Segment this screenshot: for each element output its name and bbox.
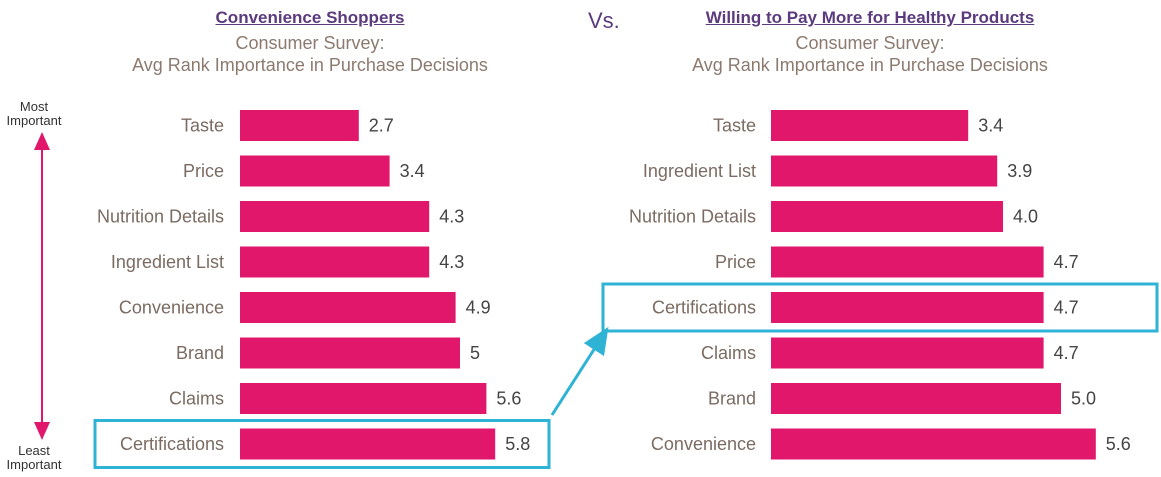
- highlight-connector-arrow: [550, 326, 609, 416]
- right-value-label-0: 3.4: [978, 116, 1003, 136]
- left-chart-subtitle: Avg Rank Importance in Purchase Decision…: [132, 55, 488, 75]
- left-value-label-6: 5.6: [496, 389, 521, 409]
- left-chart-header: Convenience Shoppers Consumer Survey: Av…: [70, 8, 550, 76]
- left-bar-4: [240, 292, 456, 323]
- right-chart-header: Willing to Pay More for Healthy Products…: [620, 8, 1120, 76]
- right-value-label-6: 5.0: [1071, 389, 1096, 409]
- left-category-label-0: Taste: [181, 116, 224, 136]
- left-category-label-4: Convenience: [119, 298, 224, 318]
- right-value-label-4: 4.7: [1054, 298, 1079, 318]
- vs-label: Vs.: [588, 8, 620, 33]
- left-bar-6: [240, 383, 487, 414]
- right-category-label-7: Convenience: [651, 434, 756, 454]
- right-category-label-5: Claims: [701, 343, 756, 363]
- left-value-label-5: 5: [470, 343, 480, 363]
- right-bar-3: [771, 246, 1044, 278]
- right-chart-subtitle: Avg Rank Importance in Purchase Decision…: [692, 55, 1048, 75]
- right-bar-6: [771, 383, 1061, 414]
- left-bar-5: [240, 337, 460, 369]
- right-bar-7: [771, 428, 1096, 460]
- left-category-label-5: Brand: [176, 343, 224, 363]
- right-category-label-3: Price: [715, 252, 756, 272]
- left-bar-7: [240, 428, 496, 460]
- left-value-label-7: 5.8: [505, 434, 530, 454]
- left-bar-0: [240, 110, 359, 141]
- left-chart-header-title: Convenience Shoppers: [215, 8, 405, 27]
- left-category-label-7: Certifications: [120, 434, 224, 454]
- right-category-label-2: Nutrition Details: [629, 207, 756, 227]
- right-value-label-5: 4.7: [1054, 343, 1079, 363]
- right-bar-2: [771, 201, 1003, 232]
- right-value-label-1: 3.9: [1007, 161, 1032, 181]
- axis-top-label: Most Important: [6, 99, 62, 128]
- right-highlight-box: [601, 282, 1159, 333]
- right-value-label-2: 4.0: [1013, 207, 1038, 227]
- left-value-label-0: 2.7: [369, 116, 394, 136]
- left-bar-2: [240, 201, 430, 232]
- right-value-label-3: 4.7: [1054, 252, 1079, 272]
- left-bar-3: [240, 246, 430, 278]
- right-category-label-1: Ingredient List: [643, 161, 756, 181]
- right-bar-0: [771, 110, 969, 141]
- left-highlight-box: [93, 419, 551, 469]
- left-value-label-4: 4.9: [466, 298, 491, 318]
- left-value-label-2: 4.3: [439, 207, 464, 227]
- right-bar-4: [771, 292, 1044, 323]
- axis-bottom-label: Least Important: [6, 443, 62, 472]
- left-value-label-1: 3.4: [400, 161, 425, 181]
- left-category-label-1: Price: [183, 161, 224, 181]
- right-category-label-6: Brand: [708, 389, 756, 409]
- left-value-label-3: 4.3: [439, 252, 464, 272]
- right-category-label-4: Certifications: [652, 298, 756, 318]
- left-category-label-3: Ingredient List: [111, 252, 224, 272]
- right-chart-title: Consumer Survey:: [795, 33, 945, 53]
- left-chart-title: Consumer Survey:: [235, 33, 385, 53]
- right-category-label-0: Taste: [713, 116, 756, 136]
- right-chart-header-title: Willing to Pay More for Healthy Products: [705, 8, 1035, 27]
- left-category-label-2: Nutrition Details: [97, 207, 224, 227]
- left-category-label-6: Claims: [169, 389, 224, 409]
- left-bar-1: [240, 155, 390, 187]
- right-value-label-7: 5.6: [1106, 434, 1131, 454]
- right-bar-1: [771, 155, 998, 187]
- right-bar-5: [771, 337, 1044, 369]
